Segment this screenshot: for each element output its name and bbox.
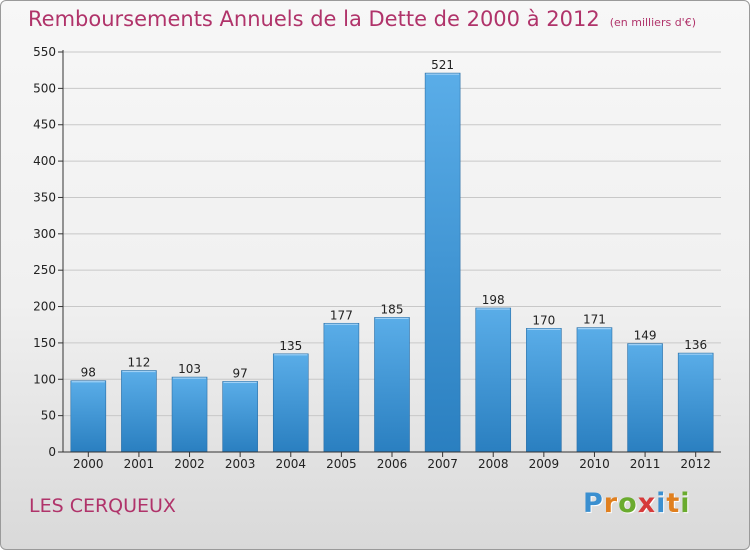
data-label: 112 [127,356,150,370]
logo-letter: P [583,488,604,519]
place-name: LES CERQUEUX [29,495,176,517]
logo-letter: i [656,488,667,519]
proxiti-logo: Proxiti [583,488,691,519]
data-label: 171 [583,313,606,327]
bar [374,317,410,453]
bar [323,322,360,453]
data-label: 198 [482,293,505,307]
y-tick-label: 250 [33,263,56,277]
x-tick-label: 2005 [326,457,357,471]
logo-letter: i [680,488,691,519]
data-label: 136 [684,338,707,352]
data-label: 170 [532,313,555,327]
x-tick-label: 2006 [377,457,408,471]
y-tick-label: 350 [33,190,56,204]
labels: 0 50 100 150 200 250 300 350 400 450 500 550 98 2000 1… [33,45,711,471]
bars [70,72,714,453]
bar [272,353,309,453]
bar [121,370,157,453]
chart-title: Remboursements Annuels de la Dette de 20… [28,7,696,31]
y-tick-label: 100 [33,372,56,386]
bar [475,307,512,453]
y-tick-label: 400 [33,154,56,168]
x-tick-label: 2004 [275,457,306,471]
x-tick-label: 2003 [225,457,256,471]
x-tick-label: 2001 [124,457,155,471]
y-tick-label: 50 [41,409,56,423]
y-tick-label: 450 [33,118,56,132]
logo-letter: t [666,488,681,519]
bar [171,376,208,453]
bar [70,380,107,453]
axes [58,50,721,457]
logo-letter: o [618,488,638,519]
chart-title-text: Remboursements Annuels de la Dette de 20… [28,7,600,31]
data-label: 98 [81,366,96,380]
y-tick-label: 200 [33,300,56,314]
bar [576,327,613,453]
x-tick-label: 2008 [478,457,509,471]
y-tick-label: 150 [33,336,56,350]
x-tick-label: 2002 [174,457,205,471]
data-label: 103 [178,362,201,376]
x-tick-label: 2007 [427,457,458,471]
bar [677,352,714,453]
bar [222,381,258,453]
x-tick-label: 2012 [680,457,711,471]
y-tick-label: 300 [33,227,56,241]
y-tick-label: 0 [48,445,56,459]
data-label: 135 [279,339,302,353]
x-tick-label: 2000 [73,457,104,471]
data-label: 185 [381,302,404,316]
bar [526,328,562,453]
x-tick-label: 2011 [630,457,661,471]
y-tick-label: 500 [33,81,56,95]
data-label: 149 [634,329,657,343]
data-label: 97 [233,366,248,380]
bar [424,72,461,453]
logo-letter: r [603,488,619,519]
unit-note: (en milliers d'€) [609,16,696,29]
y-tick-label: 550 [33,45,56,59]
x-tick-label: 2009 [529,457,560,471]
logo-letter: x [637,488,657,519]
data-label: 521 [431,58,454,72]
bar [627,343,663,453]
data-label: 177 [330,308,353,322]
x-tick-label: 2010 [579,457,610,471]
